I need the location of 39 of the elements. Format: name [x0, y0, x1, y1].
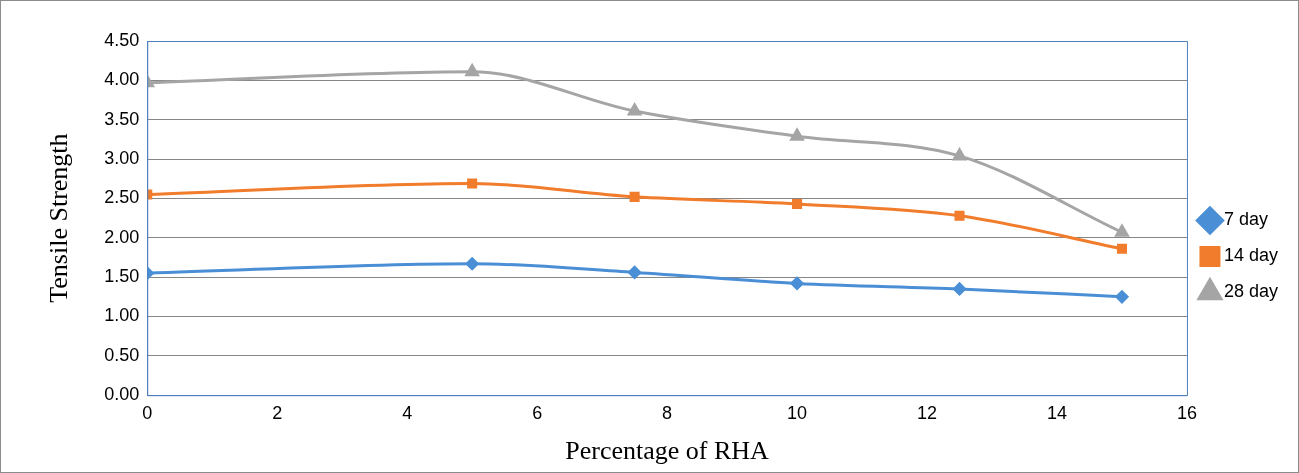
point — [1115, 224, 1129, 237]
x-tick-label: 10 — [787, 402, 808, 423]
x-tick-label: 0 — [142, 402, 153, 423]
y-tick-label: 4.00 — [104, 69, 140, 90]
y-tick-label: 2.50 — [104, 187, 140, 208]
point — [465, 64, 479, 77]
legend-label: 28 day — [1223, 281, 1278, 302]
point — [467, 178, 478, 189]
y-axis-title: Tensile Strength — [44, 133, 74, 303]
y-tick-label: 1.00 — [104, 305, 140, 326]
y-tick-label: 0.50 — [104, 344, 140, 365]
y-tick-label: 3.00 — [104, 148, 140, 169]
y-tick-label: 2.00 — [104, 226, 140, 247]
legend-label: 14 day — [1223, 245, 1278, 266]
x-tick-label: 14 — [1046, 402, 1068, 423]
point — [792, 198, 803, 209]
point — [465, 257, 479, 271]
y-tick-label: 0.00 — [104, 384, 140, 405]
point — [629, 191, 640, 202]
y-tick-label: 4.50 — [104, 29, 140, 50]
x-tick-label: 2 — [272, 402, 283, 423]
x-tick-label: 12 — [917, 402, 938, 423]
y-tick-label: 3.50 — [104, 108, 140, 129]
x-tick-label: 16 — [1176, 402, 1197, 423]
point — [628, 265, 642, 279]
point — [952, 148, 967, 161]
point — [790, 276, 804, 290]
point — [953, 282, 967, 296]
x-tick-label: 8 — [662, 402, 673, 423]
point — [1116, 243, 1128, 254]
point — [627, 103, 642, 116]
x-tick-label: 4 — [402, 402, 413, 423]
point — [1115, 290, 1129, 304]
x-axis-title: Percentage of RHA — [565, 436, 770, 466]
point — [954, 210, 965, 221]
legend-label: 7 day — [1223, 209, 1268, 230]
point — [790, 128, 804, 141]
x-tick-label: 6 — [532, 402, 543, 423]
y-tick-label: 1.50 — [104, 266, 140, 287]
